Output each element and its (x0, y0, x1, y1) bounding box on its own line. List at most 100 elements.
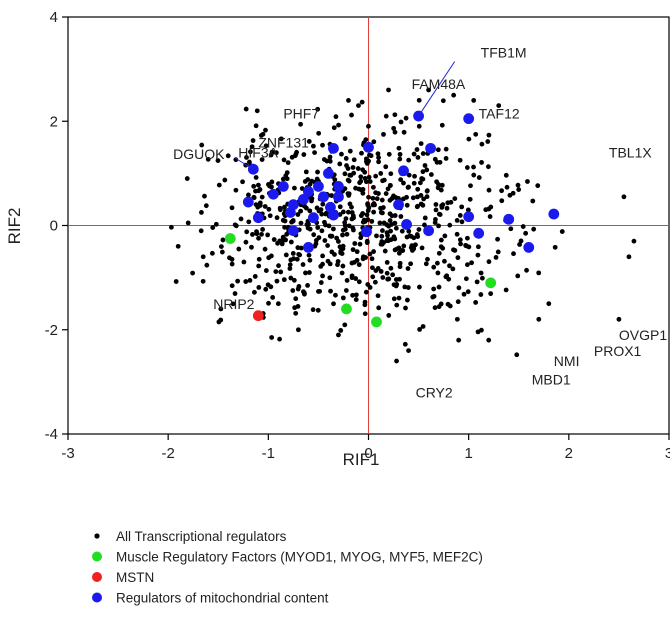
regulator-point (260, 131, 266, 137)
regulator-point (232, 291, 238, 296)
regulator-point (353, 292, 359, 298)
regulator-point (266, 206, 272, 212)
regulator-point (465, 207, 471, 213)
regulator-point (373, 190, 379, 196)
point-label: CRY2 (416, 385, 453, 401)
regulator-point (443, 274, 449, 280)
regulator-point (324, 158, 330, 164)
regulator-point (358, 178, 364, 184)
regulator-point (252, 274, 258, 279)
regulator-point (452, 196, 458, 201)
regulator-point (362, 311, 368, 317)
regulator-point (306, 139, 312, 144)
regulator-point (280, 217, 286, 223)
regulator-point (233, 157, 239, 163)
regulator-point (378, 210, 384, 215)
x-tick-label: 1 (464, 445, 472, 462)
regulator-point (515, 273, 521, 279)
regulator-point (205, 156, 211, 162)
regulator-point (373, 173, 379, 179)
legend-entry: All Transcriptional regulators (116, 529, 287, 544)
regulator-point (448, 199, 454, 205)
mito-point (297, 194, 309, 205)
regulator-point (364, 212, 370, 218)
regulator-point (311, 232, 317, 238)
regulator-point (493, 255, 499, 260)
regulator-point (451, 247, 456, 253)
regulator-point (295, 212, 301, 217)
y-axis-label: RIF2 (5, 208, 24, 245)
regulator-point (416, 97, 422, 103)
regulator-point (243, 106, 249, 112)
regulator-point (392, 129, 398, 135)
mito-point (267, 188, 279, 200)
regulator-point (276, 263, 281, 269)
regulator-point (356, 262, 362, 268)
regulator-point (406, 157, 412, 163)
regulator-point (376, 155, 381, 161)
regulator-point (296, 284, 302, 289)
regulator-point (185, 220, 191, 226)
regulator-point (256, 263, 262, 269)
regulator-point (296, 251, 302, 257)
regulator-point (269, 335, 275, 340)
regulator-point (416, 227, 422, 232)
mrf-point (341, 303, 352, 315)
regulator-point (486, 187, 492, 193)
regulator-point (358, 174, 364, 180)
regulator-point (280, 238, 285, 244)
regulator-point (475, 244, 481, 250)
mito-point (463, 211, 475, 223)
regulator-point (402, 341, 408, 347)
regulator-point (488, 204, 494, 210)
regulator-point (461, 291, 467, 297)
regulator-point (342, 322, 348, 328)
regulator-point (368, 153, 374, 159)
regulator-point (364, 160, 370, 166)
regulator-point (631, 238, 637, 244)
regulator-point (366, 123, 371, 129)
regulator-point (383, 113, 389, 119)
regulator-point (478, 292, 484, 297)
regulator-point (281, 157, 287, 163)
regulator-point (282, 224, 288, 230)
regulator-point (626, 254, 632, 260)
regulator-point (355, 166, 361, 171)
regulator-point (216, 182, 222, 188)
regulator-point (363, 179, 369, 185)
regulator-point (362, 299, 368, 305)
regulator-point (346, 178, 352, 184)
regulator-point (225, 153, 231, 159)
regulator-point (370, 265, 375, 271)
regulator-point (485, 139, 491, 144)
point-label: ZNF131 (258, 134, 309, 150)
regulator-point (249, 144, 255, 150)
regulator-point (350, 165, 356, 170)
regulator-point (420, 324, 426, 329)
regulator-point (263, 127, 268, 133)
regulator-point (340, 209, 346, 215)
regulator-point (406, 184, 411, 190)
regulator-point (200, 254, 206, 260)
regulator-point (371, 209, 377, 215)
regulator-point (443, 156, 449, 161)
regulator-point (327, 275, 333, 281)
regulator-point (408, 261, 414, 267)
regulator-point (331, 226, 336, 232)
regulator-point (227, 255, 232, 261)
regulator-point (283, 173, 289, 179)
regulator-point (508, 226, 514, 232)
regulator-point (354, 257, 360, 263)
regulator-point (315, 225, 321, 230)
regulator-point (275, 240, 280, 246)
x-tick-label: -3 (61, 445, 74, 462)
regulator-point (306, 270, 312, 275)
regulator-point (243, 279, 249, 284)
regulator-point (295, 303, 301, 309)
regulator-point (391, 296, 397, 302)
regulator-point (436, 182, 441, 187)
regulator-point (346, 191, 352, 197)
regulator-point (320, 201, 326, 207)
regulator-point (379, 233, 385, 239)
regulator-point (335, 239, 341, 244)
